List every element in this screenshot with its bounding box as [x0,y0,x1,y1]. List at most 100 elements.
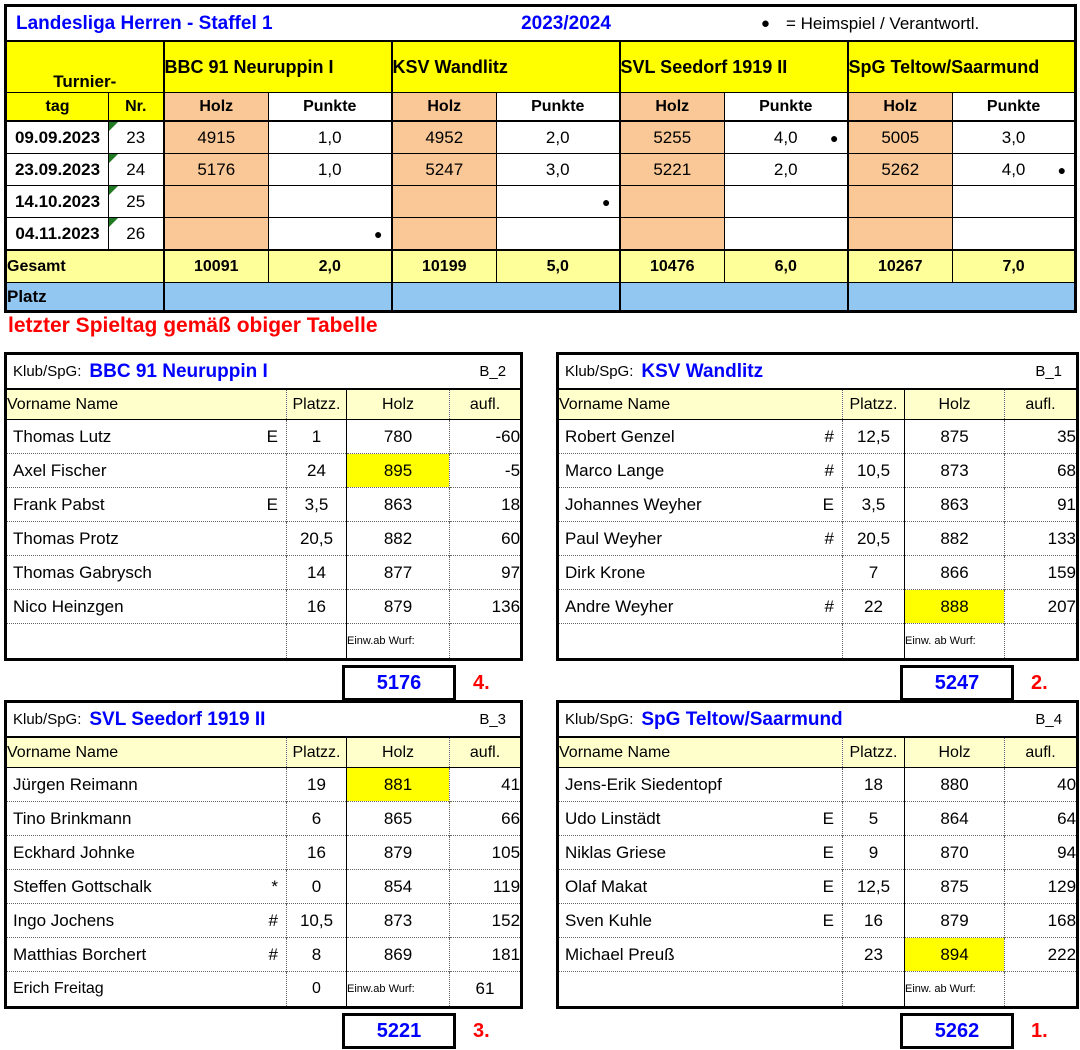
player-marker: # [268,944,278,964]
holz-cell [846,185,953,218]
aufl-value: 97 [448,555,522,590]
player-marker: # [824,460,834,480]
holz-cell [390,185,497,218]
home-dot-icon: ● [760,15,770,32]
holz-value: 864 [904,801,1005,836]
punkte-cell: 3,0 [951,120,1077,154]
footer-name-cell [557,971,843,1008]
subtable-team-name: SVL Seedorf 1919 II [89,708,266,730]
name-column-header: Vorname Name [557,737,843,768]
punkte-cell: 2,0 [496,120,620,154]
holz-cell [162,185,269,218]
aufl-value: 64 [1003,801,1078,836]
player-name: Nico Heinzgen [13,596,124,616]
platzz-column-header: Platzz. [842,737,905,768]
holz-cell [618,185,725,218]
player-marker: E [822,842,834,862]
player-row: Olaf Makat E [557,869,843,904]
table-code: B_4 [1035,711,1063,728]
player-marker: # [824,596,834,616]
team-total: 5176 [342,665,456,701]
league-results-table: Landesliga Herren - Staffel 1 2023/2024 … [4,4,1078,313]
player-marker: E [822,910,834,930]
aufl-value: 133 [1003,521,1078,556]
holz-column-header: Holz [162,92,269,122]
aufl-column-header: aufl. [448,737,522,768]
punkte-cell [496,217,620,251]
home-dot-icon: ● [830,129,839,146]
player-row: Axel Fischer [5,453,287,488]
subtable-team-name: SpG Teltow/Saarmund [641,708,843,730]
subtable-svl-seedorf: Klub/SpG: SVL Seedorf 1919 II B_3 Vornam… [4,700,524,1049]
platzz-value: 5 [842,801,905,836]
player-name: Eckhard Johnke [13,842,135,862]
klub-label: Klub/SpG: [565,363,634,380]
holz-value: 895 [346,453,450,488]
player-row: Andre Weyher # [557,589,843,624]
player-marker: E [266,494,278,514]
player-row: Thomas Gabrysch [5,555,287,590]
aufl-value: 35 [1003,419,1078,454]
aufl-value: 105 [448,835,522,870]
holz-value: 879 [346,835,450,870]
subtable-team-name: BBC 91 Neuruppin I [89,360,268,382]
player-row: Thomas Protz [5,521,287,556]
team-header-svl: SVL Seedorf 1919 II [618,40,848,93]
player-name: Johannes Weyher [565,494,702,514]
platzz-value: 10,5 [286,903,347,938]
holz-value: 863 [346,487,450,522]
holz-cell [618,217,725,251]
player-row: Frank Pabst E [5,487,287,522]
team-total-row: 5262 1. [900,1013,1076,1049]
holz-cell: 5176 [162,153,269,186]
aufl-value: 60 [448,521,522,556]
aufl-value: -5 [448,453,522,488]
platz-cell [390,282,620,312]
aufl-value: 66 [448,801,522,836]
gesamt-holz: 10267 [846,249,953,283]
holz-cell: 5247 [390,153,497,186]
holz-value: 866 [904,555,1005,590]
aufl-value: 181 [448,937,522,972]
aufl-value: 222 [1003,937,1078,972]
player-name: Udo Linstädt [565,808,661,828]
holz-value: 875 [904,419,1005,454]
punkte-cell: 3,0 [496,153,620,186]
punkte-cell [951,217,1077,251]
platzz-value: 14 [286,555,347,590]
platzz-value: 8 [286,937,347,972]
holz-column-header: Holz [618,92,725,122]
aufl-value: 94 [1003,835,1078,870]
page-title: Landesliga Herren - Staffel 1 [16,12,273,34]
team-header-bbc: BBC 91 Neuruppin I [162,40,392,93]
player-marker: E [822,808,834,828]
platz-cell [162,282,392,312]
team-rank: 4. [473,671,490,694]
date-cell: 04.11.2023 [5,217,109,251]
aufl-value: 40 [1003,767,1078,802]
holz-value: 875 [904,869,1005,904]
holz-cell: 5005 [846,120,953,154]
matchday-nr-cell: 23 [108,120,164,154]
player-name: Jürgen Reimann [13,774,138,794]
holz-column-header: Holz [390,92,497,122]
klub-label: Klub/SpG: [13,363,82,380]
platzz-value: 3,5 [286,487,347,522]
holz-cell: 5221 [618,153,725,186]
team-header-ksv: KSV Wandlitz [390,40,620,93]
footer-platzz-cell: 0 [286,971,347,1008]
platzz-value: 16 [286,835,347,870]
footer-platzz-cell [842,623,905,660]
platzz-value: 9 [842,835,905,870]
home-dot-icon: ● [1057,161,1067,178]
season-label: 2023/2024 [521,12,611,34]
platzz-value: 22 [842,589,905,624]
player-row: Jürgen Reimann [5,767,287,802]
aufl-value: 168 [1003,903,1078,938]
matchday-nr-cell: 24 [108,153,164,186]
player-marker: # [824,426,834,446]
holz-column-header: Holz [904,389,1005,420]
subtable-ksv-wandlitz: Klub/SpG: KSV Wandlitz B_1 Vorname Name … [556,352,1080,701]
punkte-cell: 1,0 [268,120,392,154]
